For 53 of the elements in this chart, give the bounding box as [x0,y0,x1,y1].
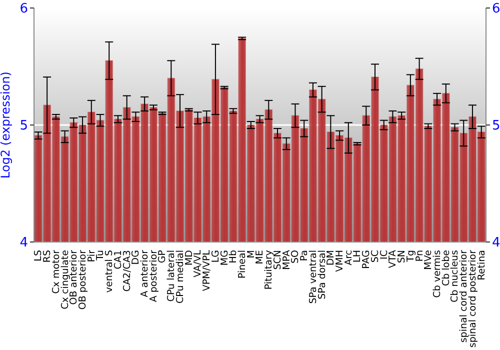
x-tick-label: MG [219,250,230,266]
x-tick-label: CPu medial [174,250,186,304]
x-tick-label: SN [396,250,408,264]
x-tick-label: A posterior [148,250,160,302]
x-tick-label: VA/VL [192,249,204,278]
x-tick-label: GP [157,250,168,264]
x-tick-label: SC [370,250,381,263]
x-tick-label: VMH [334,250,346,272]
x-tick-label: VPM/VPL [202,249,213,292]
x-tick-label: LH [352,250,364,262]
x-tick-label: CA1 [112,250,124,270]
x-tick-label: PAG [361,250,372,269]
x-tick-label: Pituitary [264,250,275,290]
x-tick-label: M [246,250,257,258]
x-tick-label: SCN [272,250,284,270]
x-tick-label: Tg [405,250,416,263]
x-tick-label: CA2/CA3 [122,250,133,292]
y2-tick-label: 5 [492,118,500,134]
x-tick-label: SPa dorsal [316,250,328,300]
x-tick-label: SO [290,250,302,264]
x-tick-label: Tu [95,250,106,262]
x-tick-label: VTA [388,250,399,268]
x-tick-label: LS [33,250,44,262]
y-tick-label: 4 [20,236,28,251]
x-tick-label: Cx motor [50,250,62,294]
y2-tick-label: 6 [492,2,500,17]
x-tick-label: Cx cingulate [60,250,71,310]
x-tick-label: SPa ventral [308,250,319,304]
x-tick-label: ME [254,250,266,264]
x-tick-label: Pineal [237,250,248,278]
x-tick-label: spinal cord posterior [467,250,478,348]
x-tick-label: Pa [299,250,310,262]
x-tick-label: ventral S [104,250,116,293]
x-tick-label: MPA [281,250,292,270]
x-tick-label: Pir [86,250,98,262]
x-tick-label: Hb [228,250,240,264]
x-tick-label: MD [184,250,195,266]
x-tick-label: Cb lobe [440,250,452,286]
x-tick-label: DG [130,250,142,265]
y-tick-label: 5 [20,118,28,134]
x-tick-label: MVe [423,250,434,270]
x-tick-label: DM [326,250,337,266]
x-tick-label: LG [210,250,222,263]
y-tick-label: 6 [20,2,28,17]
x-tick-label: Retina [476,250,488,280]
y2-tick-label: 4 [492,236,500,251]
x-tick-label: RS [42,250,54,263]
x-tick-label: Arc [343,250,354,266]
x-tick-label: IC [378,250,390,260]
x-tick-label: OB posterior [77,250,88,310]
x-tick-label: Pn [414,250,426,262]
y-axis-title: Log2 (expression) [0,72,12,178]
x-tick-label: Cb vermis [432,250,443,298]
